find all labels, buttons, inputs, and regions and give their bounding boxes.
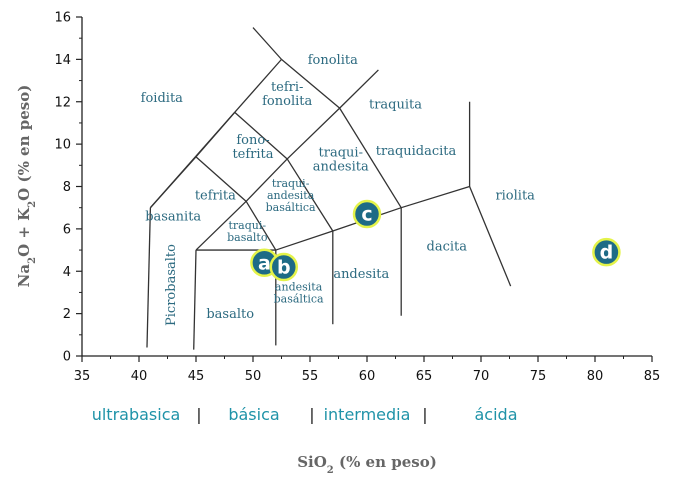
boundary-line xyxy=(281,58,341,109)
group-basica: básica xyxy=(228,405,279,424)
boundary-line xyxy=(195,156,247,202)
field-label: basalto xyxy=(206,307,254,322)
group-separator-1: | xyxy=(196,405,201,424)
field-boundaries xyxy=(146,27,512,350)
y-tick-label: 12 xyxy=(54,95,71,110)
group-separator-3: | xyxy=(422,405,427,424)
field-label: traquidacita xyxy=(376,144,457,159)
y-tick-label: 6 xyxy=(63,222,71,237)
field-label: foidita xyxy=(141,91,183,106)
field-label: basanita xyxy=(145,210,201,225)
boundary-line xyxy=(252,27,282,60)
group-separator-2: | xyxy=(309,405,314,424)
boundary-line xyxy=(234,111,288,160)
x-tick-label: 60 xyxy=(359,369,376,384)
y-tick-label: 16 xyxy=(54,11,71,26)
sample-point-label-b: b xyxy=(277,257,291,279)
x-tick-label: 85 xyxy=(644,369,661,384)
boundary-line xyxy=(193,250,197,350)
field-label: traquita xyxy=(369,97,422,112)
x-axis-title: SiO2 (% en peso) xyxy=(297,453,437,476)
boundary-line xyxy=(401,185,470,209)
y-axis-title: Na2O + K2O (% en peso) xyxy=(15,85,38,288)
field-label: tefri-fonolita xyxy=(262,80,312,109)
y-tick-label: 14 xyxy=(54,53,71,68)
field-label: traqui-andesita xyxy=(313,146,369,175)
x-tick-label: 70 xyxy=(473,369,490,384)
field-label: fono-tefrita xyxy=(232,133,273,162)
boundary-line xyxy=(339,107,402,209)
x-tick-label: 35 xyxy=(74,369,91,384)
y-tick-label: 8 xyxy=(63,180,71,195)
boundary-line xyxy=(195,200,247,251)
field-label: andesita basáltica xyxy=(274,280,324,305)
group-ultrabasica: ultrabasica xyxy=(92,405,181,424)
boundary-line xyxy=(286,107,341,160)
field-label: tefrita xyxy=(195,189,236,204)
sample-point-b xyxy=(269,252,299,282)
field-label: riolita xyxy=(495,189,535,204)
boundary-line xyxy=(339,69,379,109)
field-label: andesita xyxy=(333,267,389,282)
field-label-picrobasalto: Picrobasalto xyxy=(164,244,179,326)
group-intermedia: intermedia xyxy=(324,405,411,424)
x-tick-label: 40 xyxy=(131,369,148,384)
boundary-line xyxy=(275,230,334,251)
field-label: traqui-basalto xyxy=(227,219,268,244)
field-label: fonolita xyxy=(308,53,358,68)
boundary-line xyxy=(245,200,277,251)
group-acida: ácida xyxy=(474,405,517,424)
field-label: traqui-andesita basáltica xyxy=(266,177,316,214)
boundary-line xyxy=(149,156,197,209)
y-tick-label: 10 xyxy=(54,138,71,153)
field-labels: fonolita foidita tefri-fonolita traquita fon… xyxy=(141,53,536,322)
x-tick-label: 55 xyxy=(302,369,319,384)
axes: 0 2 4 6 8 10 12 14 16 35 40 45 50 55 60 65 70 75 80 85 xyxy=(54,11,660,385)
y-tick-label: 4 xyxy=(63,265,71,280)
y-tick-label: 2 xyxy=(63,307,71,322)
boundary-line xyxy=(195,111,236,158)
sample-points: a b c d xyxy=(250,199,621,282)
sample-point-label-a: a xyxy=(258,252,271,274)
boundary-line xyxy=(146,207,152,348)
boundary-line xyxy=(286,158,334,232)
sample-point-label-c: c xyxy=(361,204,372,226)
y-tick-label: 0 xyxy=(63,350,71,365)
x-tick-label: 50 xyxy=(245,369,262,384)
x-tick-label: 80 xyxy=(587,369,604,384)
sample-point-c xyxy=(352,199,382,229)
boundary-line xyxy=(245,158,288,202)
sample-point-d xyxy=(592,237,621,267)
x-tick-label: 45 xyxy=(188,369,205,384)
x-tick-label: 75 xyxy=(530,369,547,384)
sample-point-label-d: d xyxy=(600,242,614,264)
boundary-line xyxy=(468,186,512,287)
field-label: dacita xyxy=(427,239,468,254)
x-tick-label: 65 xyxy=(416,369,433,384)
